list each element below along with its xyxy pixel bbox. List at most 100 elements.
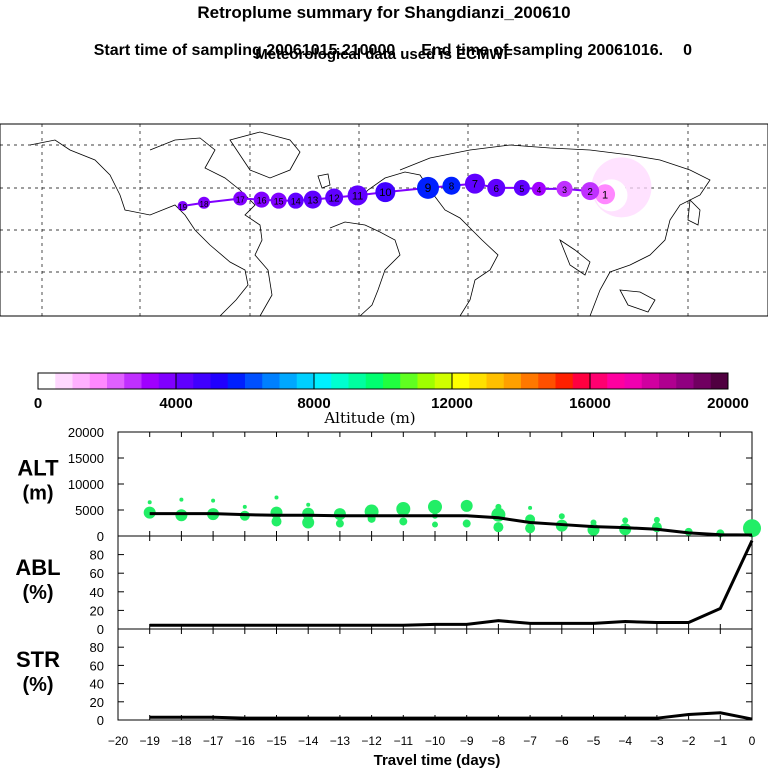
panel-ylabel: STR [16, 647, 60, 672]
trajectory-point [325, 188, 344, 207]
x-tick-label: −15 [266, 734, 287, 748]
colorbar-cell [210, 373, 229, 389]
colorbar-cell [314, 373, 332, 389]
colorbar-cell [693, 373, 712, 389]
plume-point [743, 519, 761, 538]
trajectory-point [487, 178, 506, 197]
y-tick-label: 20000 [68, 428, 104, 440]
plume-point [590, 519, 597, 526]
x-tick-label: −17 [203, 734, 224, 748]
x-axis-label: Travel time (days) [374, 752, 501, 768]
colorbar-cell [607, 373, 625, 389]
colorbar-cell [624, 373, 643, 389]
y-tick-label: 20 [90, 603, 104, 618]
plume-point [653, 516, 660, 523]
colorbar-cell [227, 373, 246, 389]
trajectory-day-label: 8 [449, 182, 455, 193]
trajectory-day-label: 6 [494, 184, 500, 195]
trajectory-day-label: 16 [257, 196, 267, 206]
x-tick-label: 0 [749, 734, 756, 748]
x-tick-label: −13 [330, 734, 351, 748]
x-tick-label: −4 [618, 734, 632, 748]
panel-str: 0 20 40 60 80 STR(%) [16, 628, 753, 728]
colorbar-cell [555, 373, 574, 389]
plume-point [302, 516, 315, 529]
colorbar-cell [141, 373, 160, 389]
y-tick-label: 0 [97, 622, 104, 637]
trajectory-day-label: 9 [425, 181, 432, 195]
panel-ylabel-unit: (m) [22, 483, 53, 505]
trajectory-day-label: 13 [307, 196, 318, 207]
colorbar-cell [469, 373, 487, 389]
trajectory-day-label: 15 [274, 197, 284, 207]
panel-ylabel-unit: (%) [22, 674, 53, 696]
plume-point [306, 502, 311, 507]
colorbar-cell [641, 373, 660, 389]
colorbar-cell [452, 373, 470, 389]
panel-frame [117, 535, 753, 630]
trajectory-point [581, 182, 600, 201]
trajectory-day-label: 4 [537, 186, 542, 195]
x-tick-label: −14 [298, 734, 319, 748]
trajectory-point [177, 201, 188, 211]
plume-point [622, 517, 629, 524]
plume-point [528, 505, 533, 510]
colorbar-cell [245, 373, 263, 389]
trajectory-point [270, 192, 287, 209]
colorbar-cell [434, 373, 453, 389]
plume-point [335, 519, 344, 528]
start-time-label: Start time of sampling 20061015.210000 [93, 42, 396, 59]
colorbar-cell [296, 373, 315, 389]
panel-ylabel: ALT [17, 456, 59, 481]
trajectory-point [442, 176, 461, 195]
colorbar-cell [365, 373, 384, 389]
colorbar-tick-label: 20000 [707, 395, 749, 412]
x-tick-labels: −20 −19 −18 −17 −16 −15 −14 −13 −12 −11 −10 −9 −8 −7−… [108, 734, 756, 748]
trajectory-day-label: 17 [236, 196, 245, 205]
panel-frame [117, 628, 753, 721]
colorbar-tick-label: 8000 [297, 395, 330, 412]
y-tick-label: 0 [97, 529, 104, 544]
colorbar-tick-label: 12000 [431, 395, 473, 412]
y-tick-label: 80 [90, 548, 104, 563]
plume-point [525, 523, 536, 534]
y-tick-label: 80 [90, 640, 104, 655]
figure-title: Retroplume summary for Shangdianzi_20061… [197, 3, 571, 22]
coastlines [29, 131, 711, 317]
trajectory-day-label: 7 [472, 179, 478, 191]
plume-point [428, 499, 442, 514]
trajectory-point [556, 180, 573, 197]
plume-point [175, 509, 188, 522]
colorbar-cell [38, 373, 56, 389]
trajectory-point [287, 192, 304, 209]
colorbar-cell [521, 373, 539, 389]
trajectory-point [595, 184, 616, 205]
y-tick-label: 20 [90, 695, 104, 710]
panel-abl: 0 20 40 60 80 ABL(%) [15, 535, 754, 637]
plume-point [399, 517, 408, 526]
series-line-abl [149, 540, 754, 627]
trajectory-point [303, 190, 322, 209]
colorbar-tick-label: 4000 [159, 395, 192, 412]
trajectory-day-label: 12 [329, 193, 340, 204]
colorbar-cell [158, 373, 177, 389]
trajectory-day-label: 19 [178, 203, 187, 212]
y-tick-label: 40 [90, 585, 104, 600]
map-frame [0, 123, 768, 317]
altitude-colorbar: 0 4000 8000 12000 16000 20000 Altitude (m) [34, 372, 749, 427]
colorbar-cell [676, 373, 694, 389]
colorbar-cell [383, 373, 401, 389]
plume-point [179, 497, 184, 502]
plume-point [558, 513, 565, 520]
trajectory-point [253, 191, 270, 208]
trajectory-day-label: 14 [291, 197, 301, 207]
colorbar-cell [590, 373, 608, 389]
trajectory-point [347, 185, 368, 206]
trajectory-day-label: 11 [352, 190, 363, 202]
x-tick-label: −2 [682, 734, 696, 748]
colorbar-cell [503, 373, 522, 389]
trajectory-day-label: 10 [379, 187, 391, 199]
